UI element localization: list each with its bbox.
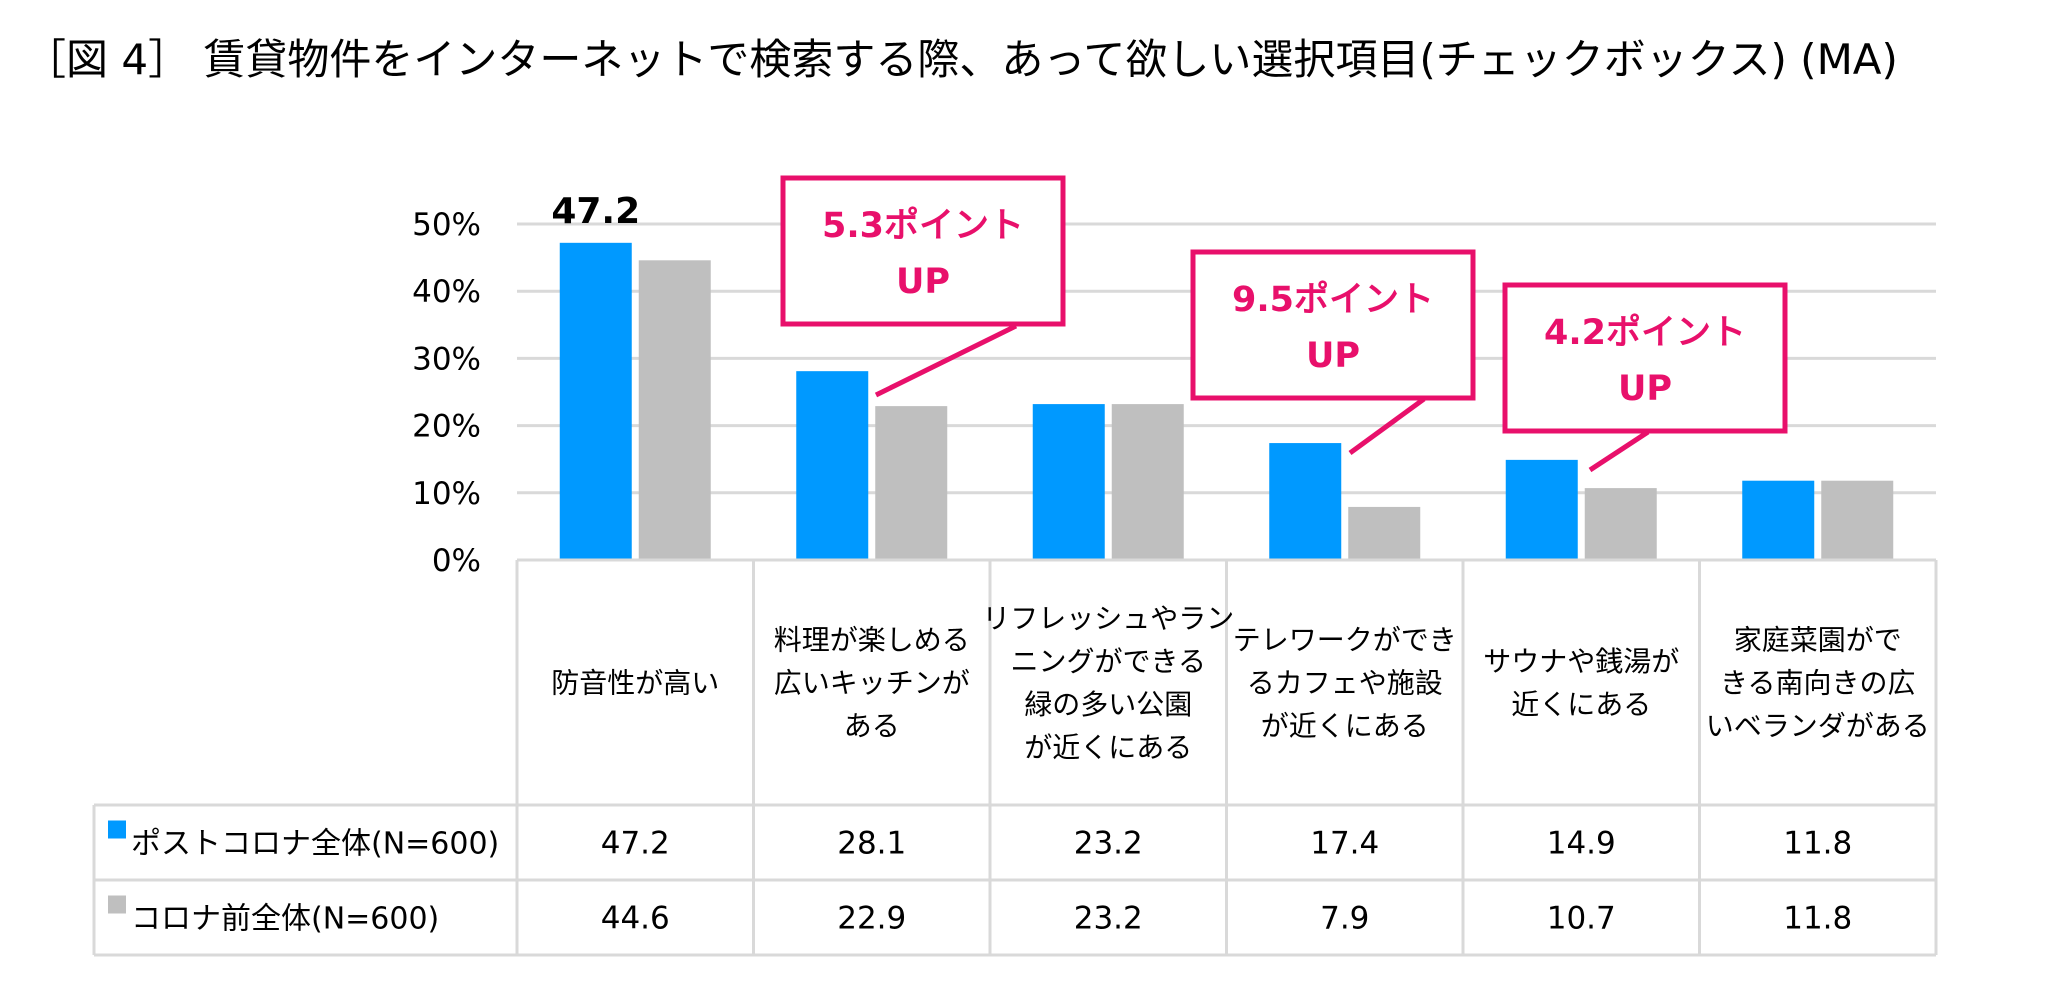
bar-post-corona [1032,404,1105,560]
legend-label: ポストコロナ全体(N=600) [131,827,499,862]
category-label: が近くにある [1024,731,1192,764]
bar-pre-corona [875,406,948,560]
y-tick-label: 20% [412,409,481,445]
callout-leader [874,323,1018,398]
y-tick-label: 0% [432,543,481,579]
category-label: 家庭菜園がで [1734,624,1902,657]
callout-box [1502,282,1788,434]
category-label: 緑の多い公園 [1024,688,1192,721]
category-label: テレワークができ [1233,624,1457,657]
bar-pre-corona [1584,488,1657,560]
bar-post-corona [559,242,632,561]
callout-leader [1348,396,1426,456]
data-table-cell: 7.9 [1320,901,1369,937]
chart-title: ［図 4］ 賃貸物件をインターネットで検索する際、あって欲しい選択項目(チェック… [24,35,1898,84]
category-label: きる南向きの広 [1720,667,1915,700]
category-label: 防音性が高い [551,667,719,700]
bar-post-corona [796,371,869,560]
data-table-cell: 17.4 [1310,826,1379,862]
category-label: 近くにある [1511,688,1651,721]
category-label: ある [844,710,900,743]
data-table-cell: 10.7 [1547,901,1616,937]
data-table-cell: 11.8 [1783,826,1852,862]
data-table-cell: 28.1 [837,826,906,862]
callout-text: 4.2ポイント [1544,312,1746,353]
callout-text: UP [1306,336,1360,376]
callout-leader [1588,429,1650,473]
data-table-cell: 22.9 [837,901,906,937]
legend-swatch-pre-corona [108,895,126,914]
bar-pre-corona [1111,404,1184,560]
category-label: るカフェや施設 [1247,667,1443,700]
y-tick-label: 30% [412,341,481,377]
category-label: いベランダがある [1706,710,1930,743]
category-label: が近くにある [1261,710,1429,743]
bar-pre-corona [638,260,711,560]
callout-text: UP [1618,369,1672,409]
data-label-peak: 47.2 [551,191,640,232]
data-table-cell: 47.2 [601,826,670,862]
callout-text: 9.5ポイント [1232,279,1434,320]
legend-label: コロナ前全体(N=600) [131,902,439,937]
legend-swatch-post-corona [108,820,126,839]
bar-pre-corona [1348,506,1421,560]
y-tick-label: 10% [412,476,481,512]
callout-text: UP [896,262,950,302]
category-label: 料理が楽しめる [774,624,970,657]
data-table-cell: 44.6 [601,901,670,937]
category-label: リフレッシュやラン [982,602,1234,635]
bar-post-corona [1269,443,1342,560]
bar-post-corona [1505,459,1578,560]
data-table-cell: 23.2 [1074,826,1143,862]
bar-post-corona [1742,480,1815,560]
y-tick-label: 50% [412,207,481,243]
bar-pre-corona [1821,480,1894,560]
callout-box [780,175,1066,327]
data-table-cell: 23.2 [1074,901,1143,937]
category-label: サウナや銭湯が [1483,645,1679,678]
data-table-cell: 11.8 [1783,901,1852,937]
data-table-cell: 14.9 [1547,826,1616,862]
callout-box [1190,249,1476,401]
callout-text: 5.3ポイント [822,205,1024,246]
category-label: ニングができる [1011,645,1206,678]
y-tick-label: 40% [412,274,481,310]
category-label: 広いキッチンが [774,667,970,700]
